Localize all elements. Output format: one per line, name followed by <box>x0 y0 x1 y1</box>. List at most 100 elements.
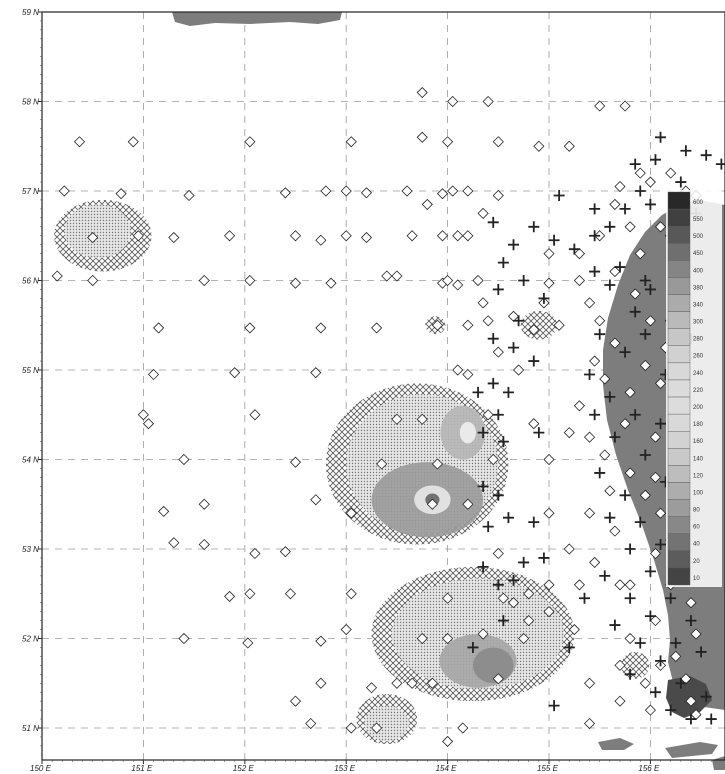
diamond-station-marker <box>649 431 662 443</box>
cross-station-marker <box>553 189 565 201</box>
cross-station-marker <box>589 266 601 278</box>
diamond-station-marker <box>609 525 621 537</box>
legend-swatch <box>667 328 691 346</box>
diamond-station-marker <box>654 507 667 519</box>
diamond-station-marker <box>340 230 352 242</box>
diamond-station-marker <box>477 628 489 640</box>
cross-station-marker <box>568 243 580 255</box>
diamond-station-marker <box>543 507 555 519</box>
legend-value-label: 180 <box>693 422 704 428</box>
legend-value-label: 220 <box>693 388 704 394</box>
cross-station-marker <box>528 355 540 367</box>
diamond-station-marker <box>242 637 254 649</box>
diamond-station-marker <box>345 507 357 519</box>
diamond-station-marker <box>487 453 499 466</box>
lon-tick-label: 156 E <box>638 764 660 773</box>
cross-station-marker <box>655 418 667 430</box>
legend-swatch <box>667 482 691 500</box>
diamond-station-marker <box>573 248 585 260</box>
diamond-station-marker <box>649 615 662 627</box>
diamond-station-marker <box>649 471 662 483</box>
diamond-station-marker <box>599 373 611 385</box>
legend-value-label: 140 <box>693 456 704 462</box>
diamond-station-marker <box>431 458 444 470</box>
diamond-station-marker <box>573 400 585 412</box>
legend-value-label: 260 <box>693 354 704 360</box>
cross-station-marker <box>508 239 520 251</box>
cross-station-marker <box>472 386 484 398</box>
diamond-station-marker <box>345 136 357 148</box>
cross-station-marker <box>482 521 494 533</box>
cross-station-marker <box>518 275 530 286</box>
diamond-station-marker <box>340 185 352 197</box>
legend-value-label: 400 <box>693 268 704 274</box>
diamond-station-marker <box>452 279 464 291</box>
diamond-station-marker <box>523 615 535 627</box>
diamond-station-marker <box>289 277 302 289</box>
diamond-station-marker <box>147 368 160 381</box>
diamond-station-marker <box>421 198 433 210</box>
lon-tick-label: 155 E <box>537 764 559 773</box>
diamond-station-marker <box>624 632 636 645</box>
density-peak <box>472 647 514 684</box>
diamond-station-marker <box>87 231 99 244</box>
cross-station-marker <box>508 342 520 354</box>
diamond-station-marker <box>507 597 520 609</box>
diamond-station-marker <box>513 364 525 376</box>
diamond-station-marker <box>670 650 682 662</box>
lat-tick-label: 59 N <box>22 8 39 17</box>
legend-swatch <box>667 260 691 278</box>
axis-ticks: 59 N 58 N 57 N 56 N 55 N 54 N 53 N 52 N 51 N 150 … <box>22 8 722 773</box>
diamond-station-marker <box>594 100 606 112</box>
lon-tick-label: 150 E <box>30 764 52 773</box>
legend-value-label: 380 <box>693 285 704 291</box>
diamond-station-marker <box>244 322 256 334</box>
diamond-station-marker <box>462 368 474 381</box>
diamond-station-marker <box>482 315 494 327</box>
cross-station-marker <box>513 315 525 327</box>
diamond-station-marker <box>614 180 626 193</box>
cross-station-marker <box>675 176 687 188</box>
diamond-station-marker <box>416 632 428 645</box>
diamond-station-marker <box>289 230 302 242</box>
cross-station-marker <box>675 677 687 689</box>
diamond-station-marker <box>426 677 438 689</box>
diamond-station-marker <box>619 418 631 430</box>
lon-tick-label: 154 E <box>436 764 458 773</box>
contour-outer-band <box>620 651 650 679</box>
legend-value-label: 20 <box>693 559 700 565</box>
diamond-station-marker <box>229 367 241 379</box>
cross-station-marker <box>599 570 611 582</box>
cross-station-marker <box>649 154 661 166</box>
diamond-station-marker <box>315 322 327 334</box>
diamond-station-marker <box>462 185 474 197</box>
color-legend: 600 550 500 450 400 380 340 300 280 260 240 220 200 1… <box>666 190 722 587</box>
diamond-station-marker <box>492 136 504 148</box>
diamond-station-marker <box>639 677 651 689</box>
legend-value-label: 340 <box>693 302 704 308</box>
legend-swatch <box>667 191 691 210</box>
cross-station-marker <box>649 686 661 698</box>
diamond-station-marker <box>482 409 494 421</box>
diamond-station-marker <box>442 592 454 604</box>
diamond-station-marker <box>609 265 621 278</box>
diamond-station-marker <box>416 413 428 425</box>
kamchatka-southern-tip <box>666 676 712 718</box>
legend-value-label: 40 <box>693 542 700 548</box>
cross-station-marker <box>492 579 504 591</box>
cross-station-marker <box>497 436 509 448</box>
legend-value-label: 450 <box>693 251 704 257</box>
diamond-station-marker <box>436 188 449 200</box>
diamond-station-marker <box>599 449 611 461</box>
cross-station-marker <box>604 221 616 233</box>
lat-tick-label: 51 N <box>22 724 39 733</box>
diamond-station-marker <box>137 409 149 421</box>
diamond-station-marker <box>115 188 127 200</box>
cross-station-marker <box>487 216 499 228</box>
diamond-station-marker <box>289 695 302 707</box>
diamond-station-marker <box>583 431 596 443</box>
kuril-island-2 <box>665 742 718 758</box>
lon-tick-label: 153 E <box>334 764 356 773</box>
legend-value-label: 600 <box>693 200 704 206</box>
